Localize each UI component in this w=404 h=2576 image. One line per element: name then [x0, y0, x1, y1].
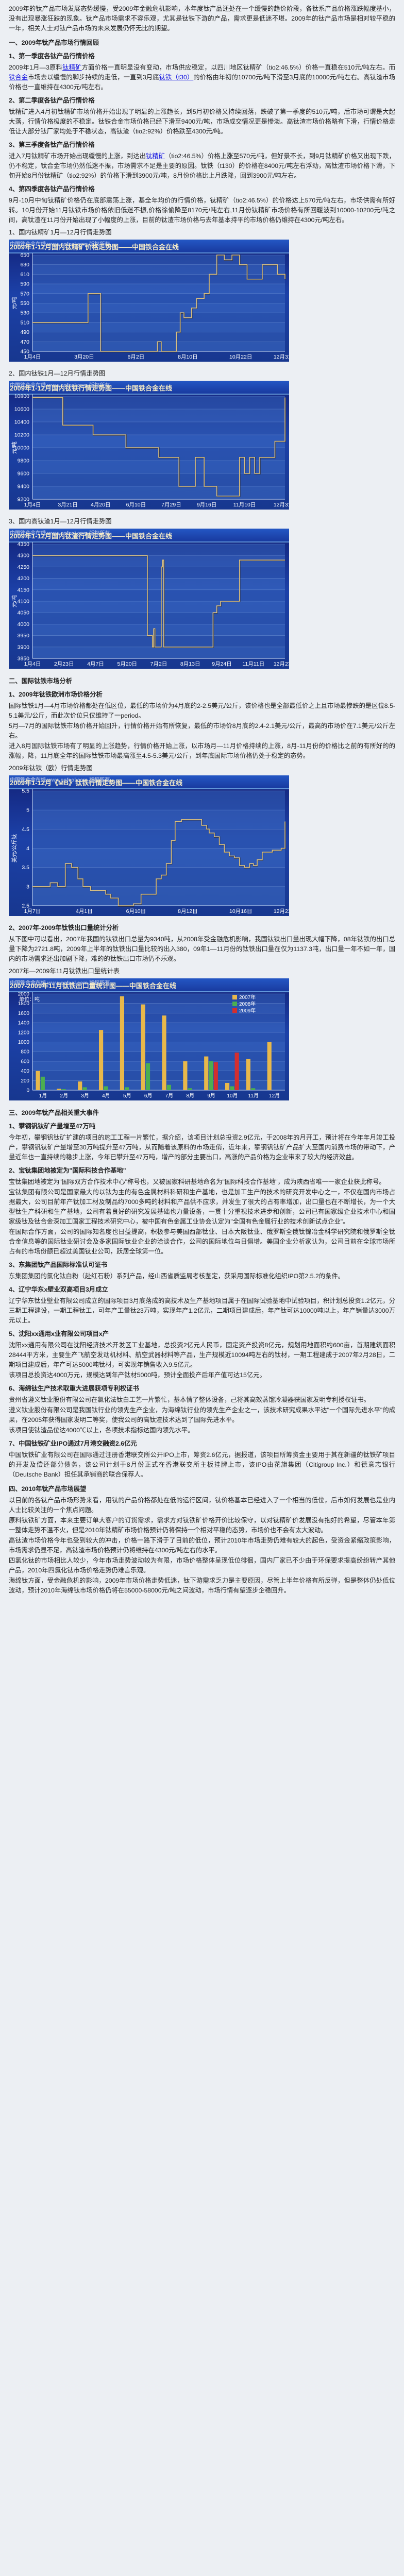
- svg-text:1200: 1200: [18, 1030, 30, 1036]
- svg-text:10600: 10600: [14, 406, 29, 413]
- svg-text:8月: 8月: [187, 1093, 195, 1099]
- svg-text:4000: 4000: [18, 621, 30, 628]
- svg-text:3.5: 3.5: [22, 865, 29, 871]
- svg-text:400: 400: [21, 1069, 29, 1074]
- svg-text:530: 530: [20, 310, 29, 316]
- svg-text:630: 630: [20, 262, 29, 268]
- svg-text:10月22日: 10月22日: [229, 354, 252, 360]
- svg-text:10月: 10月: [227, 1093, 238, 1099]
- svg-text:2007年: 2007年: [239, 994, 256, 1001]
- svg-text:4月: 4月: [102, 1093, 110, 1099]
- svg-text:4250: 4250: [18, 564, 30, 570]
- svg-text:6月2日: 6月2日: [128, 354, 145, 360]
- svg-text:8月12日: 8月12日: [178, 908, 198, 914]
- svg-text:4月20日: 4月20日: [91, 502, 111, 508]
- svg-text:9600: 9600: [18, 471, 30, 477]
- svg-text:元/吨: 元/吨: [11, 297, 18, 309]
- svg-text:4200: 4200: [18, 575, 30, 582]
- svg-text:12月23日: 12月23日: [274, 661, 289, 667]
- svg-text:6月10日: 6月10日: [126, 908, 146, 914]
- svg-text:6月: 6月: [144, 1093, 153, 1099]
- svg-text:3月20日: 3月20日: [74, 354, 94, 360]
- svg-text:610: 610: [20, 272, 29, 278]
- svg-text:1400: 1400: [18, 1021, 30, 1026]
- svg-text:10月16日: 10月16日: [229, 908, 252, 914]
- svg-text:8月10日: 8月10日: [178, 354, 198, 360]
- svg-text:9月24日: 9月24日: [212, 661, 232, 667]
- svg-text:4.5: 4.5: [22, 826, 29, 833]
- svg-text:6月10日: 6月10日: [126, 502, 146, 508]
- svg-text:12月23日: 12月23日: [274, 908, 289, 914]
- svg-text:2009年1-12月国内钛渣行情走势图——中国铁合金在线: 2009年1-12月国内钛渣行情走势图——中国铁合金在线: [10, 532, 172, 540]
- svg-text:12月: 12月: [269, 1093, 280, 1099]
- svg-text:1600: 1600: [18, 1011, 30, 1016]
- svg-text:570: 570: [20, 291, 29, 297]
- svg-text:4350: 4350: [18, 541, 30, 548]
- svg-text:600: 600: [21, 1059, 29, 1064]
- svg-text:4月7日: 4月7日: [87, 661, 104, 667]
- svg-text:单位：吨: 单位：吨: [19, 996, 40, 1003]
- svg-text:12月31日: 12月31日: [274, 354, 289, 360]
- svg-text:2008年: 2008年: [239, 1001, 256, 1007]
- svg-text:1000: 1000: [18, 1040, 30, 1045]
- svg-text:10400: 10400: [14, 419, 29, 426]
- svg-text:2月: 2月: [60, 1093, 69, 1099]
- svg-text:美元/公斤钛: 美元/公斤钛: [11, 834, 18, 862]
- svg-text:1月4日: 1月4日: [24, 354, 41, 360]
- svg-text:2009年1-12月国内钛精矿价格走势图——中国铁合金在线: 2009年1-12月国内钛精矿价格走势图——中国铁合金在线: [10, 243, 179, 251]
- svg-text:2009年1-12月《MB》钛铁行情走势图——中国铁合金在线: 2009年1-12月《MB》钛铁行情走势图——中国铁合金在线: [10, 779, 182, 787]
- svg-text:490: 490: [20, 329, 29, 335]
- svg-text:7月2日: 7月2日: [150, 661, 167, 667]
- svg-text:4050: 4050: [18, 610, 30, 616]
- svg-text:5.5: 5.5: [22, 788, 29, 794]
- svg-text:3月21日: 3月21日: [58, 502, 78, 508]
- svg-text:5月20日: 5月20日: [117, 661, 138, 667]
- svg-text:2009年: 2009年: [239, 1007, 256, 1014]
- svg-text:1月: 1月: [39, 1093, 47, 1099]
- svg-text:800: 800: [21, 1049, 29, 1055]
- svg-text:元/吨: 元/吨: [11, 595, 18, 607]
- svg-text:650: 650: [20, 252, 29, 259]
- svg-text:4300: 4300: [18, 553, 30, 559]
- svg-text:2月23日: 2月23日: [54, 661, 74, 667]
- svg-text:510: 510: [20, 319, 29, 326]
- svg-text:9800: 9800: [18, 458, 30, 464]
- svg-text:590: 590: [20, 281, 29, 287]
- svg-text:7月29日: 7月29日: [161, 502, 181, 508]
- svg-text:200: 200: [21, 1078, 29, 1084]
- svg-text:8月13日: 8月13日: [180, 661, 200, 667]
- svg-text:0: 0: [26, 1088, 29, 1094]
- svg-text:4: 4: [26, 845, 29, 852]
- svg-text:11月: 11月: [248, 1093, 259, 1099]
- svg-text:7月: 7月: [165, 1093, 174, 1099]
- svg-text:1月4日: 1月4日: [24, 661, 41, 667]
- svg-text:4月1日: 4月1日: [76, 908, 93, 914]
- svg-text:9400: 9400: [18, 484, 30, 490]
- svg-text:11月11日: 11月11日: [242, 661, 264, 667]
- svg-text:470: 470: [20, 339, 29, 345]
- svg-text:4150: 4150: [18, 587, 30, 593]
- svg-text:5: 5: [26, 807, 29, 814]
- svg-text:3950: 3950: [18, 633, 30, 639]
- svg-text:2009年1-12月国内钛铁行情走势图——中国铁合金在线: 2009年1-12月国内钛铁行情走势图——中国铁合金在线: [10, 384, 172, 392]
- svg-text:元/吨: 元/吨: [11, 442, 18, 454]
- svg-text:3900: 3900: [18, 644, 30, 650]
- svg-text:9月: 9月: [207, 1093, 215, 1099]
- svg-text:4100: 4100: [18, 599, 30, 605]
- svg-text:11月10日: 11月10日: [233, 502, 256, 508]
- svg-text:9月16日: 9月16日: [197, 502, 217, 508]
- svg-text:3: 3: [26, 884, 29, 890]
- svg-text:2007-2009年11月钛铁出口量统计图——中国铁合金在线: 2007-2009年11月钛铁出口量统计图——中国铁合金在线: [10, 982, 176, 990]
- svg-text:10800: 10800: [14, 394, 29, 400]
- svg-text:1月4日: 1月4日: [24, 502, 41, 508]
- svg-text:1月7日: 1月7日: [24, 908, 41, 914]
- svg-text:550: 550: [20, 300, 29, 307]
- svg-text:10200: 10200: [14, 432, 29, 438]
- svg-text:2000: 2000: [18, 992, 30, 997]
- svg-text:5月: 5月: [123, 1093, 131, 1099]
- svg-text:12月31日: 12月31日: [274, 502, 289, 508]
- svg-text:3月: 3月: [81, 1093, 89, 1099]
